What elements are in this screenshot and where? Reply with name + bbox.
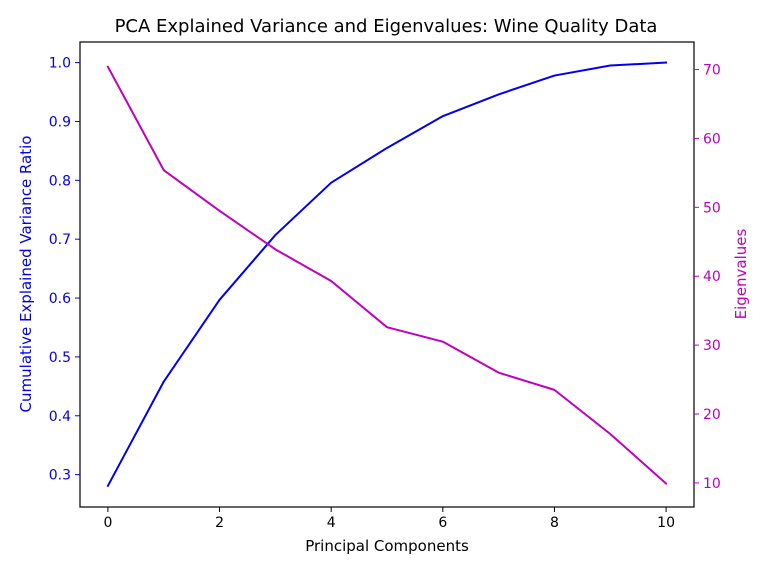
right-y-tick-label: 50 — [703, 200, 721, 216]
right-y-axis: 10 20 30 40 50 60 70 — [694, 63, 721, 492]
left-y-tick-label: 0.7 — [49, 232, 71, 248]
right-y-tick-label: 10 — [703, 476, 721, 492]
left-y-axis-label: Cumulative Explained Variance Ratio — [17, 136, 35, 413]
x-tick-label: 8 — [550, 515, 559, 531]
plot-frame — [79, 41, 695, 508]
left-y-tick-label: 0.4 — [49, 409, 71, 425]
left-y-tick-label: 0.3 — [49, 468, 71, 484]
right-y-tick-label: 40 — [703, 269, 721, 285]
left-y-tick-label: 0.6 — [49, 291, 71, 307]
right-y-tick-label: 30 — [703, 338, 721, 354]
left-y-tick-label: 0.9 — [49, 114, 71, 130]
x-axis-label: Principal Components — [305, 537, 469, 555]
eigenvalues-line — [106, 65, 668, 485]
right-y-tick-label: 20 — [703, 407, 721, 423]
right-y-tick-label: 60 — [703, 131, 721, 147]
x-tick-label: 6 — [438, 515, 447, 531]
right-y-tick-label: 70 — [703, 63, 721, 79]
right-y-axis-label: Eigenvalues — [732, 228, 750, 319]
x-tick-label: 0 — [103, 515, 112, 531]
left-y-tick-label: 0.5 — [49, 350, 71, 366]
x-tick-label: 10 — [657, 515, 675, 531]
x-tick-label: 4 — [327, 515, 336, 531]
x-axis: 0 2 4 6 8 10 — [103, 507, 675, 531]
cumulative-variance-line — [106, 61, 668, 488]
left-y-axis: 0.3 0.4 0.5 0.6 0.7 0.8 0.9 1.0 — [49, 56, 80, 484]
left-y-tick-label: 0.8 — [49, 173, 71, 189]
left-y-tick-label: 1.0 — [49, 56, 71, 72]
chart-title: PCA Explained Variance and Eigenvalues: … — [115, 16, 658, 37]
series-layer — [106, 61, 668, 488]
x-tick-label: 2 — [215, 515, 224, 531]
